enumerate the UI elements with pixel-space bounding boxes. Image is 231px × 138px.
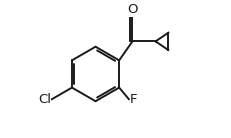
- Text: F: F: [129, 93, 137, 106]
- Text: O: O: [127, 3, 137, 16]
- Text: Cl: Cl: [38, 93, 51, 106]
